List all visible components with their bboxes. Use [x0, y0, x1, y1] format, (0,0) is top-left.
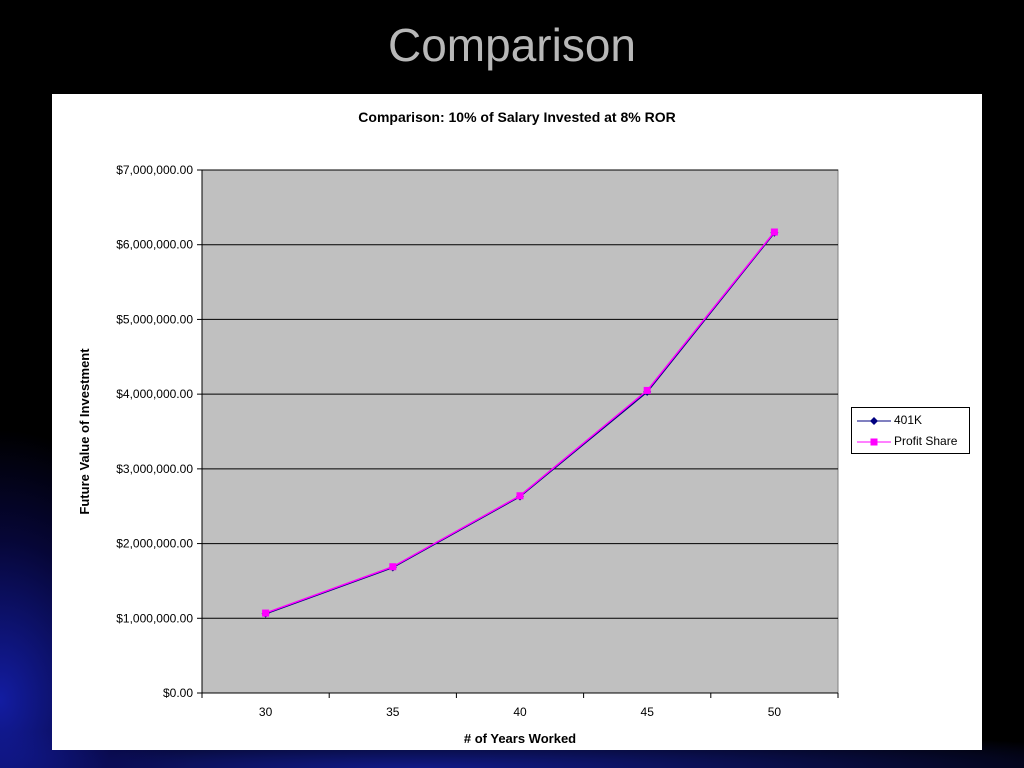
legend-item-401k: 401K [852, 412, 969, 430]
x-tick-label: 40 [513, 705, 527, 719]
legend-item-profit-share: Profit Share [852, 433, 969, 451]
y-tick-label: $0.00 [163, 686, 193, 700]
y-tick-label: $5,000,000.00 [116, 312, 193, 326]
y-tick-label: $3,000,000.00 [116, 462, 193, 476]
x-axis-label: # of Years Worked [464, 731, 576, 746]
y-tick-label: $1,000,000.00 [116, 611, 193, 625]
data-point-profit-share [643, 386, 651, 394]
x-tick-label: 50 [768, 705, 782, 719]
x-tick-label: 30 [259, 705, 273, 719]
slide-title: Comparison [388, 19, 636, 71]
legend-label-profit-share: Profit Share [894, 434, 958, 448]
data-point-profit-share [516, 492, 524, 500]
legend-swatch-profit-share [857, 438, 891, 446]
y-tick-label: $2,000,000.00 [116, 537, 193, 551]
y-axis-label: Future Value of Investment [77, 348, 92, 515]
data-point-profit-share [262, 609, 270, 617]
x-tick-label: 35 [386, 705, 400, 719]
legend-swatch-401k [857, 417, 891, 425]
chart-title: Comparison: 10% of Salary Invested at 8%… [358, 109, 676, 125]
y-tick-label: $4,000,000.00 [116, 387, 193, 401]
data-point-profit-share [389, 563, 397, 571]
y-tick-label: $6,000,000.00 [116, 238, 193, 252]
chart-plot: $0.00 $1,000,000.00 $2,000,000.00 $3,000,00… [77, 163, 839, 746]
y-tick-label: $7,000,000.00 [116, 163, 193, 177]
x-tick-label: 45 [641, 705, 655, 719]
plot-background [201, 169, 839, 694]
chart-legend: 401K Profit Share [851, 407, 970, 454]
data-point-profit-share [770, 228, 778, 236]
chart-area: Comparison: 10% of Salary Invested at 8%… [52, 94, 982, 750]
legend-label-401k: 401K [894, 413, 923, 427]
